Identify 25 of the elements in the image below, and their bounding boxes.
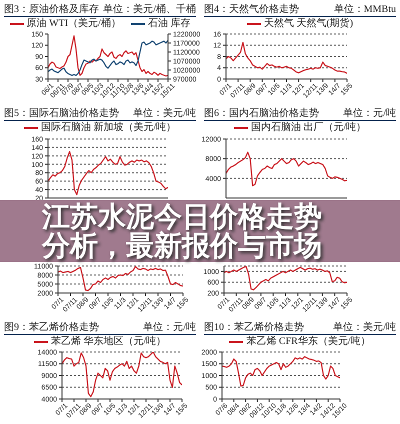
chart-title: 图10：苯乙烯价格走势 [204, 322, 304, 334]
chart-subtitle: 单位：元/吨 [143, 322, 196, 334]
chart-title: 图4：天然气价格走势 [204, 4, 299, 16]
legend-label: 原油 WTI（美元/桶） [26, 18, 121, 30]
text: 单位：美元/吨 [333, 322, 396, 334]
chart-subtitle: 单位：美元/桶、千桶 [103, 4, 196, 16]
text: 江苏水泥今日价格走势分析，最新报价与市场 [42, 201, 323, 261]
legend-label: 苯乙烯 CFR华东（美元/吨） [246, 336, 371, 348]
line-series [224, 266, 347, 290]
line-series [226, 152, 347, 186]
chart-title: 图6：国内石脑油价格走势 [204, 108, 319, 120]
line-series [48, 151, 168, 196]
legend-label: 国际石脑油 新加坡（美元/吨） [40, 122, 176, 134]
text: 单位：元/吨 [343, 108, 396, 120]
chart-subtitle: 单位：美元/吨 [133, 108, 196, 120]
chart-title: 图5：国际石脑油价格走势 [4, 108, 119, 120]
chart-title: 图9：苯乙烯价格走势 [4, 322, 99, 334]
chart-title: 图3：原油价格及库存 [4, 4, 99, 16]
line-series [226, 42, 347, 74]
legend-label: 石油 库存 [148, 18, 190, 30]
line-series [222, 356, 340, 387]
legend-label: 天然气 天然气(期货) [264, 18, 354, 30]
legend-label: 苯乙烯 华东地区（元/吨） [50, 336, 166, 348]
chart-subtitle: 单位：MMBtu [334, 4, 396, 16]
legend-label: 国内石脑油 出厂（元/吨） [250, 122, 366, 134]
